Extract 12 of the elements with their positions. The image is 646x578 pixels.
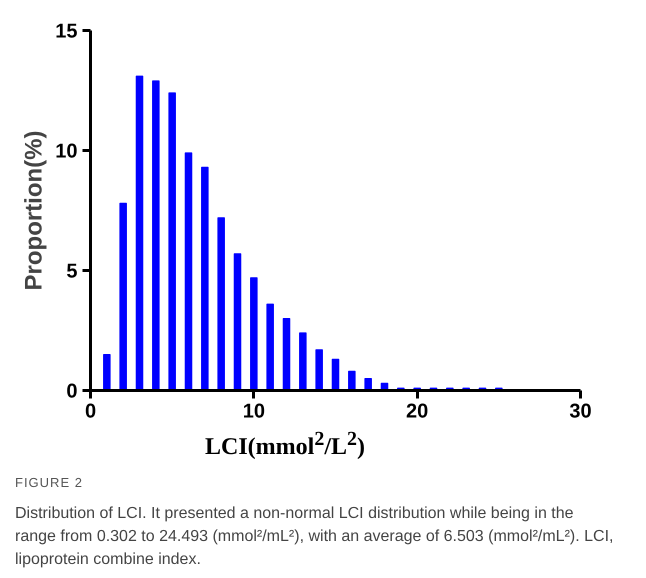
y-axis-title: Proportion(%) xyxy=(20,130,48,290)
y-tick-label: 0 xyxy=(66,380,78,402)
y-tick-label: 10 xyxy=(55,140,78,162)
x-tick-label: 30 xyxy=(569,400,592,422)
text: Distribution of LCI. It presented a non-normal LCI distribution while being in the range from 0.302 to 24.493 (mmol²/mL²), with an average of 6.503 (mmol²/mL²). LCI, lipoprotein combine index. xyxy=(15,504,614,570)
x-tick-label: 20 xyxy=(406,400,428,422)
y-tick-label: 5 xyxy=(66,260,78,282)
x-tick-label: 10 xyxy=(242,400,265,422)
x-axis-title: LCI(mmol$^{2}$/L$^{2}$) xyxy=(204,427,366,462)
caption: FIGURE 2 xyxy=(15,474,83,492)
x-tick-label: 0 xyxy=(84,400,96,422)
y-tick-label: 15 xyxy=(55,20,78,42)
